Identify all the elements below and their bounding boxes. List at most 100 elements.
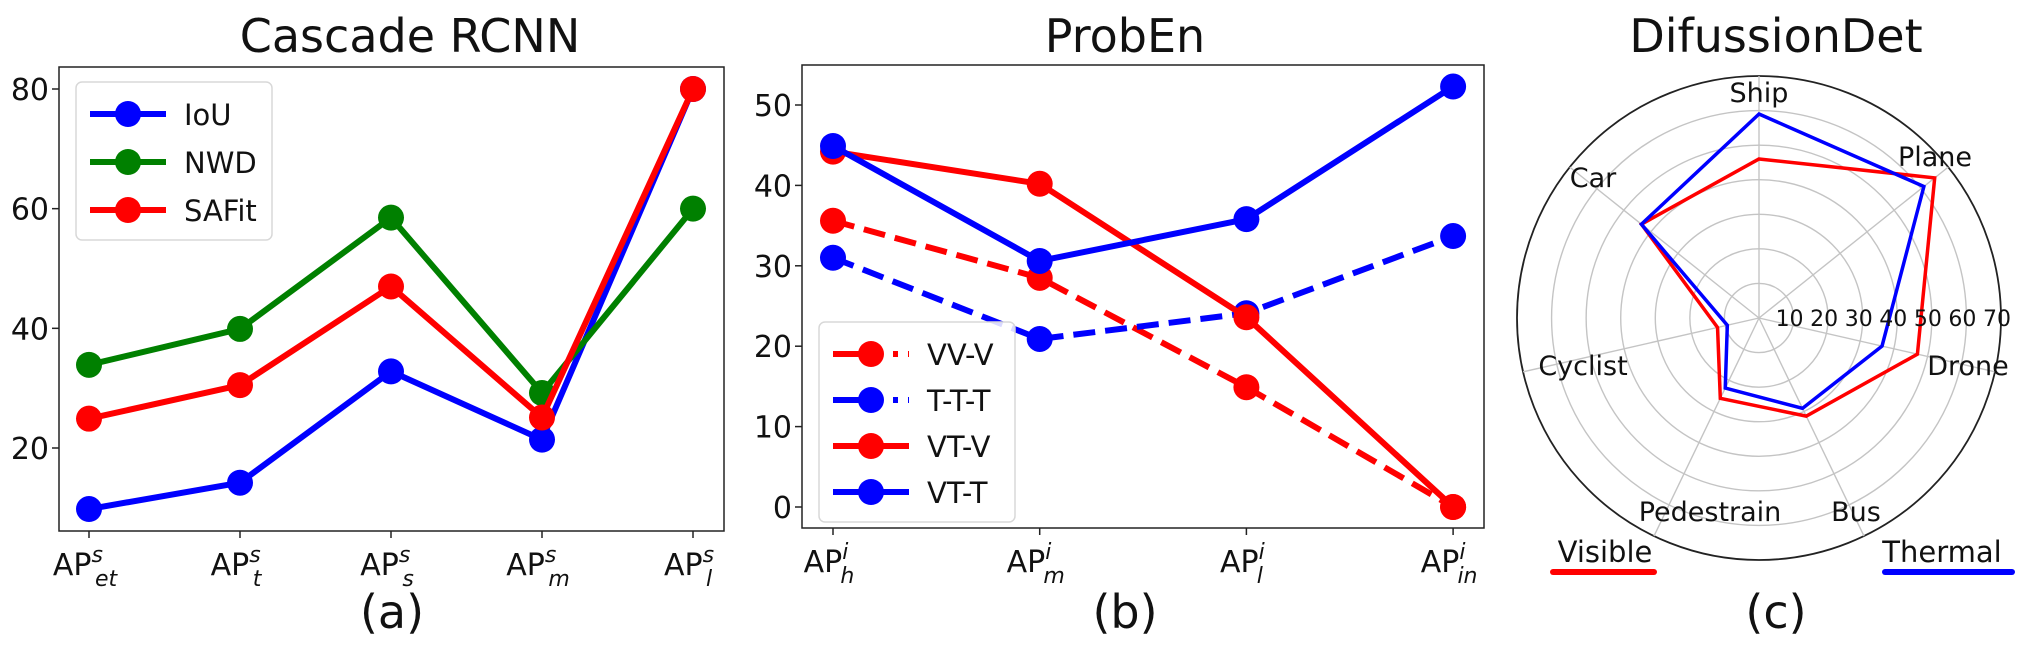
data-point <box>529 426 555 453</box>
legend-item-visible: Visible <box>1550 535 1657 575</box>
series-thermal <box>1639 111 1926 411</box>
x-tick-base: AP <box>211 548 250 583</box>
x-axis: APi h APi m APi l APi in <box>804 528 1478 589</box>
data-point <box>820 207 846 234</box>
legend-label: Thermal <box>1881 535 2001 569</box>
x-tick-superscript: i <box>842 540 848 565</box>
legend-label: SAFit <box>184 194 257 228</box>
radar-spoke <box>1653 317 1760 537</box>
caption: (c) <box>1745 585 1806 639</box>
y-axis: 0 10 20 30 40 50 <box>754 89 802 526</box>
plot-frame <box>801 64 1485 529</box>
legend: IoU NWD SAFit <box>75 81 273 241</box>
series-line <box>832 217 1455 510</box>
legend-label: Visible <box>1558 535 1653 569</box>
data-point <box>1026 170 1053 197</box>
caption: (a) <box>360 585 424 639</box>
series-group <box>820 73 1467 520</box>
radial-tick-label: 10 <box>1776 307 1804 332</box>
radial-tick-label: 30 <box>1845 307 1873 332</box>
series-t-t-t <box>820 223 1467 352</box>
data-point <box>378 204 404 231</box>
data-point <box>1440 73 1467 100</box>
data-point <box>76 405 102 432</box>
x-tick-superscript: i <box>1459 540 1465 565</box>
data-point <box>227 315 253 342</box>
y-tick-label: 80 <box>11 73 49 108</box>
y-tick-label: 40 <box>754 169 792 204</box>
category-label: Ship <box>1730 78 1789 109</box>
legend-item-thermal: Thermal <box>1881 535 2015 575</box>
legend-item: VV-V <box>833 338 994 372</box>
data-point <box>1233 304 1260 331</box>
chart-title: DifussionDet <box>1629 9 1922 63</box>
data-point <box>820 133 846 160</box>
x-tick-subscript: et <box>95 567 119 592</box>
y-tick-label: 20 <box>754 330 792 365</box>
category-label: Car <box>1570 163 1617 194</box>
radar-spoke <box>1758 317 1996 373</box>
chart-title: Cascade RCNN <box>240 9 581 63</box>
legend-label: NWD <box>184 146 257 180</box>
radar-spoke <box>1758 317 1865 537</box>
legend-item: T-T-T <box>833 384 991 418</box>
category-labels: Ship Plane Drone Bus Pedestrain Cyclist Car <box>1538 78 2008 528</box>
legend: Visible Thermal <box>1550 535 2015 575</box>
radar-spoke <box>1522 317 1760 373</box>
y-tick-label: 40 <box>11 312 49 347</box>
y-tick-label: 50 <box>754 89 792 124</box>
x-tick-subscript: l <box>1257 564 1263 589</box>
y-tick-label: 0 <box>773 491 792 526</box>
legend-marker <box>115 149 141 175</box>
radar-spoke <box>1758 166 1949 319</box>
data-point <box>1026 247 1053 274</box>
x-tick-subscript: t <box>253 567 263 592</box>
x-tick-label: APi h <box>804 540 855 589</box>
x-tick-label: APi in <box>1421 540 1478 589</box>
x-tick-superscript: s <box>91 543 102 568</box>
y-tick-label: 60 <box>11 193 49 228</box>
series-group <box>1638 111 1937 418</box>
legend-label: VV-V <box>927 338 994 372</box>
x-tick-base: AP <box>664 548 703 583</box>
x-tick-base: AP <box>1220 545 1259 580</box>
x-tick-superscript: s <box>399 543 410 568</box>
legend-marker <box>115 101 141 127</box>
x-tick-label: APs et <box>53 543 119 592</box>
legend-item: VT-V <box>833 430 991 464</box>
data-point <box>227 469 253 496</box>
x-tick-base: AP <box>506 548 545 583</box>
radial-tick-label: 60 <box>1948 307 1976 332</box>
legend-box <box>818 321 1016 523</box>
legend-marker <box>858 341 884 367</box>
x-tick-base: AP <box>1421 545 1460 580</box>
legend-item: VT-T <box>833 476 988 510</box>
x-tick-base: AP <box>53 548 92 583</box>
x-tick-superscript: s <box>545 543 556 568</box>
data-point <box>529 404 555 431</box>
radar-spoke <box>1569 166 1760 319</box>
series-vt-v <box>820 138 1467 520</box>
x-tick-subscript: m <box>548 567 569 592</box>
y-tick-label: 20 <box>11 432 49 467</box>
x-tick-subscript: s <box>402 567 413 592</box>
legend: VV-V T-T-T VT-V VT-T <box>818 321 1016 523</box>
data-point <box>680 76 706 102</box>
y-tick-label: 30 <box>754 250 792 285</box>
x-tick-label: APs t <box>211 543 263 592</box>
data-point <box>1026 325 1053 352</box>
chart-difussiondet: DifussionDet Ship Plane Drone Bus Pedestrain… <box>1516 9 2015 639</box>
y-axis: 20 40 60 80 <box>11 73 59 467</box>
x-tick-superscript: s <box>249 543 260 568</box>
x-tick-superscript: i <box>1259 540 1265 565</box>
category-label: Bus <box>1831 497 1881 528</box>
series-line <box>832 148 1456 510</box>
data-point <box>1233 206 1260 233</box>
legend-item: IoU <box>90 98 232 132</box>
x-tick-superscript: s <box>703 543 714 568</box>
radial-tick-label: 70 <box>1983 307 2011 332</box>
data-point <box>378 358 404 385</box>
